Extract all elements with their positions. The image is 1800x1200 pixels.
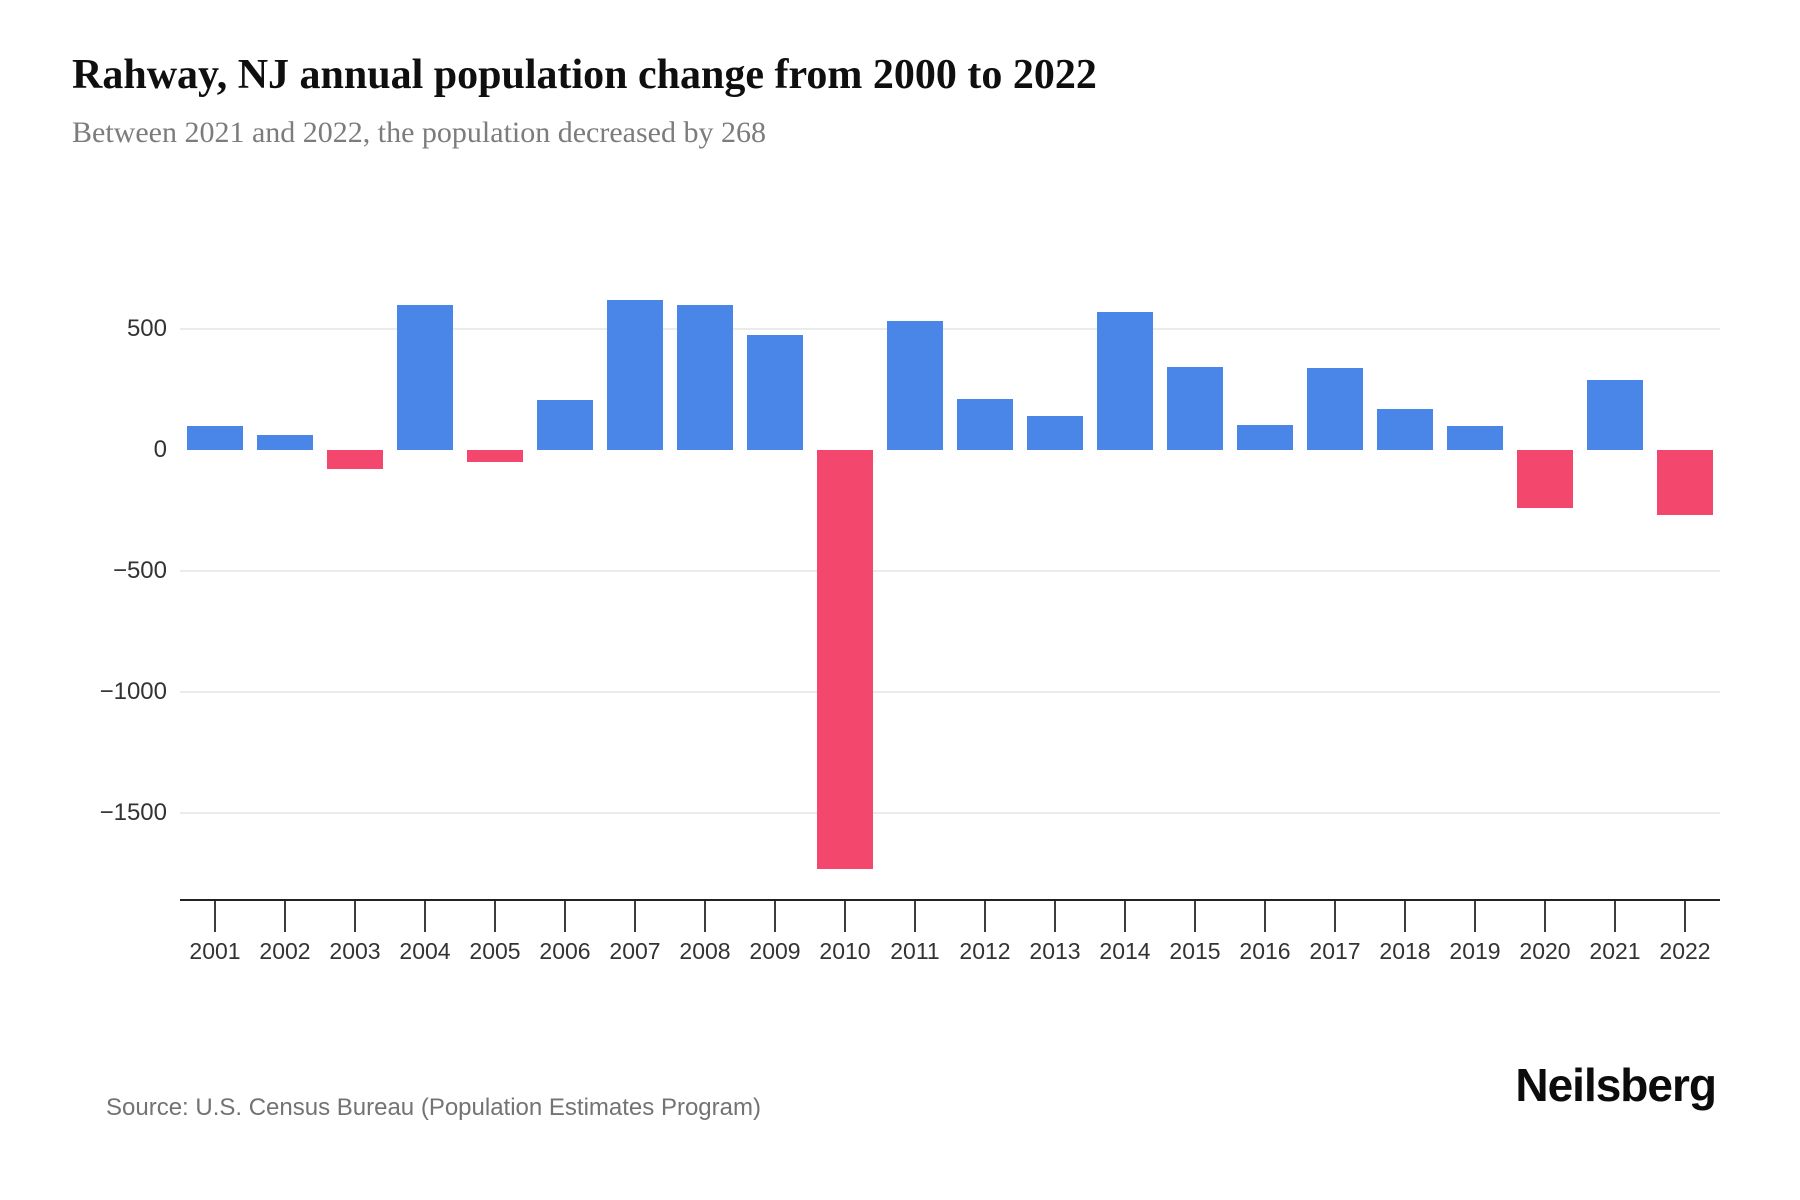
bar-2005[interactable] [467, 450, 523, 463]
x-tick-label-2011: 2011 [890, 938, 940, 964]
x-tick-label-2009: 2009 [749, 938, 801, 964]
x-tick-label-2006: 2006 [539, 938, 591, 964]
x-tick-2012 [984, 901, 986, 932]
x-tick-label-2004: 2004 [399, 938, 451, 964]
bar-2013[interactable] [1027, 416, 1083, 450]
x-tick-2019 [1474, 901, 1476, 932]
bar-2022[interactable] [1657, 450, 1713, 515]
bar-2004[interactable] [397, 304, 453, 450]
bar-2009[interactable] [747, 335, 803, 450]
bar-chart-plot-area: 500 0 −500 −1000 −1500 2001 2002 2003 2004 2005 2… [99, 299, 1720, 964]
x-axis-line [180, 899, 1720, 901]
x-tick-label-2013: 2013 [1029, 938, 1081, 964]
neilsberg-logo: Neilsberg [1515, 1059, 1717, 1111]
x-tick-label-2001: 2001 [189, 938, 241, 964]
x-tick-label-2019: 2019 [1449, 938, 1501, 964]
bar-2021[interactable] [1587, 379, 1643, 450]
y-tick-label--500: −500 [112, 557, 167, 584]
x-tick-label-2008: 2008 [679, 938, 731, 964]
x-tick-2021 [1614, 901, 1616, 932]
x-tick-2011 [914, 901, 916, 932]
x-tick-2006 [564, 901, 566, 932]
x-tick-2003 [354, 901, 356, 932]
x-tick-label-2005: 2005 [469, 938, 521, 964]
x-tick-2017 [1334, 901, 1336, 932]
y-tick-label-500: 500 [126, 315, 167, 342]
y-tick-label-0: 0 [153, 436, 167, 463]
x-tick-label-2016: 2016 [1239, 938, 1291, 964]
x-tick-2005 [494, 901, 496, 932]
x-tick-label-2007: 2007 [609, 938, 661, 964]
bar-2014[interactable] [1097, 312, 1153, 450]
x-tick-2016 [1264, 901, 1266, 932]
bar-2010[interactable] [817, 450, 873, 869]
x-tick-label-2002: 2002 [259, 938, 311, 964]
bar-2019[interactable] [1447, 425, 1503, 450]
y-tick-label--1000: −1000 [99, 678, 167, 705]
x-tick-label-2017: 2017 [1309, 938, 1361, 964]
gridline--500 [180, 570, 1720, 572]
gridline-500 [180, 328, 1720, 330]
source-note: Source: U.S. Census Bureau (Population E… [106, 1094, 761, 1121]
x-tick-2015 [1194, 901, 1196, 932]
x-tick-2013 [1054, 901, 1056, 932]
x-tick-label-2003: 2003 [329, 938, 381, 964]
x-tick-2010 [844, 901, 846, 932]
x-tick-2004 [424, 901, 426, 932]
x-tick-2014 [1124, 901, 1126, 932]
bar-2008[interactable] [677, 304, 733, 450]
x-tick-label-2012: 2012 [959, 938, 1011, 964]
x-tick-2009 [774, 901, 776, 932]
x-tick-label-2018: 2018 [1379, 938, 1431, 964]
x-tick-2002 [284, 901, 286, 932]
bar-2006[interactable] [537, 400, 593, 450]
bar-2016[interactable] [1237, 424, 1293, 450]
x-tick-label-2021: 2021 [1589, 938, 1641, 964]
x-tick-label-2020: 2020 [1519, 938, 1571, 964]
bar-2017[interactable] [1307, 367, 1363, 450]
y-tick-label--1500: −1500 [99, 799, 167, 826]
gridline--1000 [180, 691, 1720, 693]
chart-title: Rahway, NJ annual population change from… [72, 52, 1097, 98]
gridline--1500 [180, 812, 1720, 814]
bar-2001[interactable] [187, 425, 243, 450]
x-tick-2018 [1404, 901, 1406, 932]
x-tick-2022 [1684, 901, 1686, 932]
x-tick-label-2010: 2010 [819, 938, 871, 964]
x-tick-2007 [634, 901, 636, 932]
x-tick-2008 [704, 901, 706, 932]
x-tick-label-2015: 2015 [1169, 938, 1221, 964]
x-tick-label-2014: 2014 [1099, 938, 1151, 964]
bar-2011[interactable] [887, 320, 943, 450]
bar-2003[interactable] [327, 450, 383, 470]
bar-2020[interactable] [1517, 450, 1573, 509]
bar-2012[interactable] [957, 399, 1013, 450]
x-tick-label-2022: 2022 [1659, 938, 1711, 964]
chart-subtitle: Between 2021 and 2022, the population de… [72, 116, 766, 149]
bar-2015[interactable] [1167, 366, 1223, 450]
bar-2002[interactable] [257, 435, 313, 450]
bar-2007[interactable] [607, 299, 663, 450]
x-tick-2001 [214, 901, 216, 932]
x-tick-2020 [1544, 901, 1546, 932]
bar-2018[interactable] [1377, 408, 1433, 450]
